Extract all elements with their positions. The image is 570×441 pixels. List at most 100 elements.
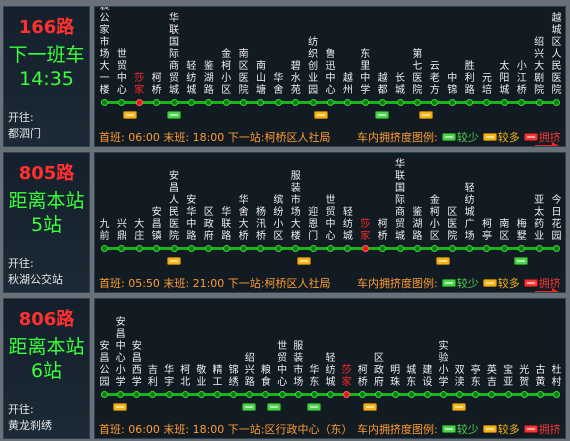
stop-dot[interactable] (187, 99, 195, 106)
stop-dot[interactable] (327, 99, 334, 106)
stop-name[interactable]: 元培 (481, 9, 492, 97)
stop-name[interactable]: 缤纷小区 (273, 155, 284, 243)
stop-name[interactable]: 南区医院 (238, 9, 249, 97)
stop-name[interactable]: 华宇 (164, 301, 175, 389)
stop-name[interactable]: 柯桥 (377, 155, 388, 243)
stop-dot[interactable] (379, 245, 387, 252)
stop-dot[interactable] (396, 99, 404, 106)
stop-name[interactable]: 越州 (342, 9, 353, 97)
stop-name[interactable]: 华舍 (273, 9, 284, 97)
stop-name[interactable]: 亭东 (470, 301, 481, 389)
stop-name[interactable]: 鉴湖路 (412, 155, 423, 243)
stop-name[interactable]: 精工 (212, 301, 223, 389)
stop-name[interactable]: 安昌镇 (151, 155, 162, 243)
stop-name[interactable]: 绍兴路 (244, 301, 255, 389)
stop-name[interactable]: 大庄 (134, 155, 145, 243)
stop-dot[interactable] (440, 391, 447, 398)
stop-dot[interactable] (118, 245, 126, 252)
stop-name[interactable]: 敬业 (196, 301, 207, 389)
stop-name[interactable]: 碧水苑 (290, 9, 301, 97)
stop-name[interactable]: 越城区人民医院 (551, 9, 562, 97)
stop-name[interactable]: 吉利 (147, 301, 158, 389)
stop-name[interactable]: 杜村 (551, 301, 562, 389)
stop-name[interactable]: 太阳城 (499, 9, 510, 97)
stop-name[interactable]: 绍兴大剧院 (534, 9, 545, 97)
stop-name[interactable]: 胜利路 (464, 9, 475, 97)
stop-dot[interactable] (407, 391, 415, 398)
stop-dot[interactable] (423, 391, 431, 398)
stop-dot[interactable] (483, 245, 491, 252)
stop-name[interactable]: 云老方 (429, 9, 440, 97)
stop-name[interactable]: 建设 (422, 301, 433, 389)
stop-dot[interactable] (292, 99, 300, 106)
stop-name[interactable]: 中锦 (447, 9, 458, 97)
stop-dot[interactable] (448, 99, 456, 106)
stop-name[interactable]: 华东 (309, 301, 320, 389)
stop-name[interactable]: 安昌人民医院 (169, 155, 180, 243)
stop-name[interactable]: 区医院 (447, 155, 458, 243)
stop-dot[interactable] (361, 245, 369, 252)
stop-name[interactable]: 柯桥 (151, 9, 162, 97)
stop-dot[interactable] (117, 391, 125, 398)
stop-name[interactable]: 光贺 (519, 301, 530, 389)
stop-name[interactable]: 轻纺城 (186, 9, 197, 97)
route-panel[interactable]: 805路 距离本站 5站 开往: 秋湖公交站 (3, 152, 90, 293)
stop-name[interactable]: 安昌公园 (99, 301, 110, 389)
stop-dot[interactable] (456, 391, 464, 398)
stop-dot[interactable] (504, 391, 512, 398)
stop-dot[interactable] (165, 391, 173, 398)
stop-dot[interactable] (292, 245, 300, 252)
stop-dot[interactable] (170, 245, 178, 252)
stop-name[interactable]: 世贸中心 (277, 301, 288, 389)
stop-dot[interactable] (101, 391, 108, 398)
route-panel[interactable]: 806路 距离本站 6站 开往: 黄龙刹绣 (3, 298, 90, 439)
stop-name[interactable]: 华舍大桥 (238, 155, 249, 243)
stop-name[interactable]: 轻纺城 (325, 301, 336, 389)
stop-name[interactable]: 服装公家市场大一楼 (99, 7, 110, 97)
stop-name[interactable]: 实验小学 (438, 301, 449, 389)
stop-dot[interactable] (518, 99, 526, 106)
stop-dot[interactable] (500, 99, 508, 106)
stop-dot[interactable] (448, 245, 456, 252)
stop-name[interactable]: 安昌西学 (131, 301, 142, 389)
stop-dot[interactable] (413, 245, 421, 252)
stop-dot[interactable] (431, 99, 439, 106)
stop-dot[interactable] (309, 245, 317, 252)
stop-dot[interactable] (170, 99, 178, 106)
route-panel[interactable]: 166路 下一班车 14:35 开往: 都泗门 (3, 6, 90, 147)
stop-name[interactable]: 九前 (99, 155, 110, 243)
stop-dot[interactable] (133, 391, 141, 398)
stop-name[interactable]: 区政府 (373, 301, 384, 389)
stop-dot[interactable] (553, 245, 560, 252)
stop-name[interactable]: 东里中学 (360, 9, 371, 97)
stop-dot[interactable] (118, 99, 126, 106)
stop-name[interactable]: 世贸中心 (116, 9, 127, 97)
stop-name[interactable]: 古黄 (535, 301, 546, 389)
stop-dot[interactable] (466, 99, 474, 106)
stop-name[interactable]: 今日花园 (551, 155, 562, 243)
stop-dot[interactable] (278, 391, 286, 398)
stop-dot[interactable] (535, 99, 543, 106)
stop-name[interactable]: 莎家 (134, 9, 145, 97)
stop-name[interactable]: 鲁迅中心 (325, 9, 336, 97)
stop-name[interactable]: 安华中路 (186, 155, 197, 243)
stop-dot[interactable] (309, 99, 317, 106)
stop-dot[interactable] (343, 391, 351, 398)
stop-dot[interactable] (396, 245, 404, 252)
stop-name[interactable]: 长城 (395, 9, 406, 97)
stop-name[interactable]: 世贸中心 (325, 155, 336, 243)
stop-dot[interactable] (197, 391, 205, 398)
stop-dot[interactable] (520, 391, 528, 398)
stop-dot[interactable] (379, 99, 387, 106)
stop-dot[interactable] (222, 99, 230, 106)
stop-dot[interactable] (375, 391, 383, 398)
stop-name[interactable]: 小江桥 (516, 9, 527, 97)
stop-name[interactable]: 柯桥 (357, 301, 368, 389)
stop-name[interactable]: 兴鼎 (116, 155, 127, 243)
stop-dot[interactable] (413, 99, 421, 106)
stop-name[interactable]: 城东 (406, 301, 417, 389)
stop-dot[interactable] (344, 99, 352, 106)
stop-name[interactable]: 杨汛桥 (255, 155, 266, 243)
stop-dot[interactable] (274, 99, 282, 106)
stop-dot[interactable] (553, 391, 560, 398)
